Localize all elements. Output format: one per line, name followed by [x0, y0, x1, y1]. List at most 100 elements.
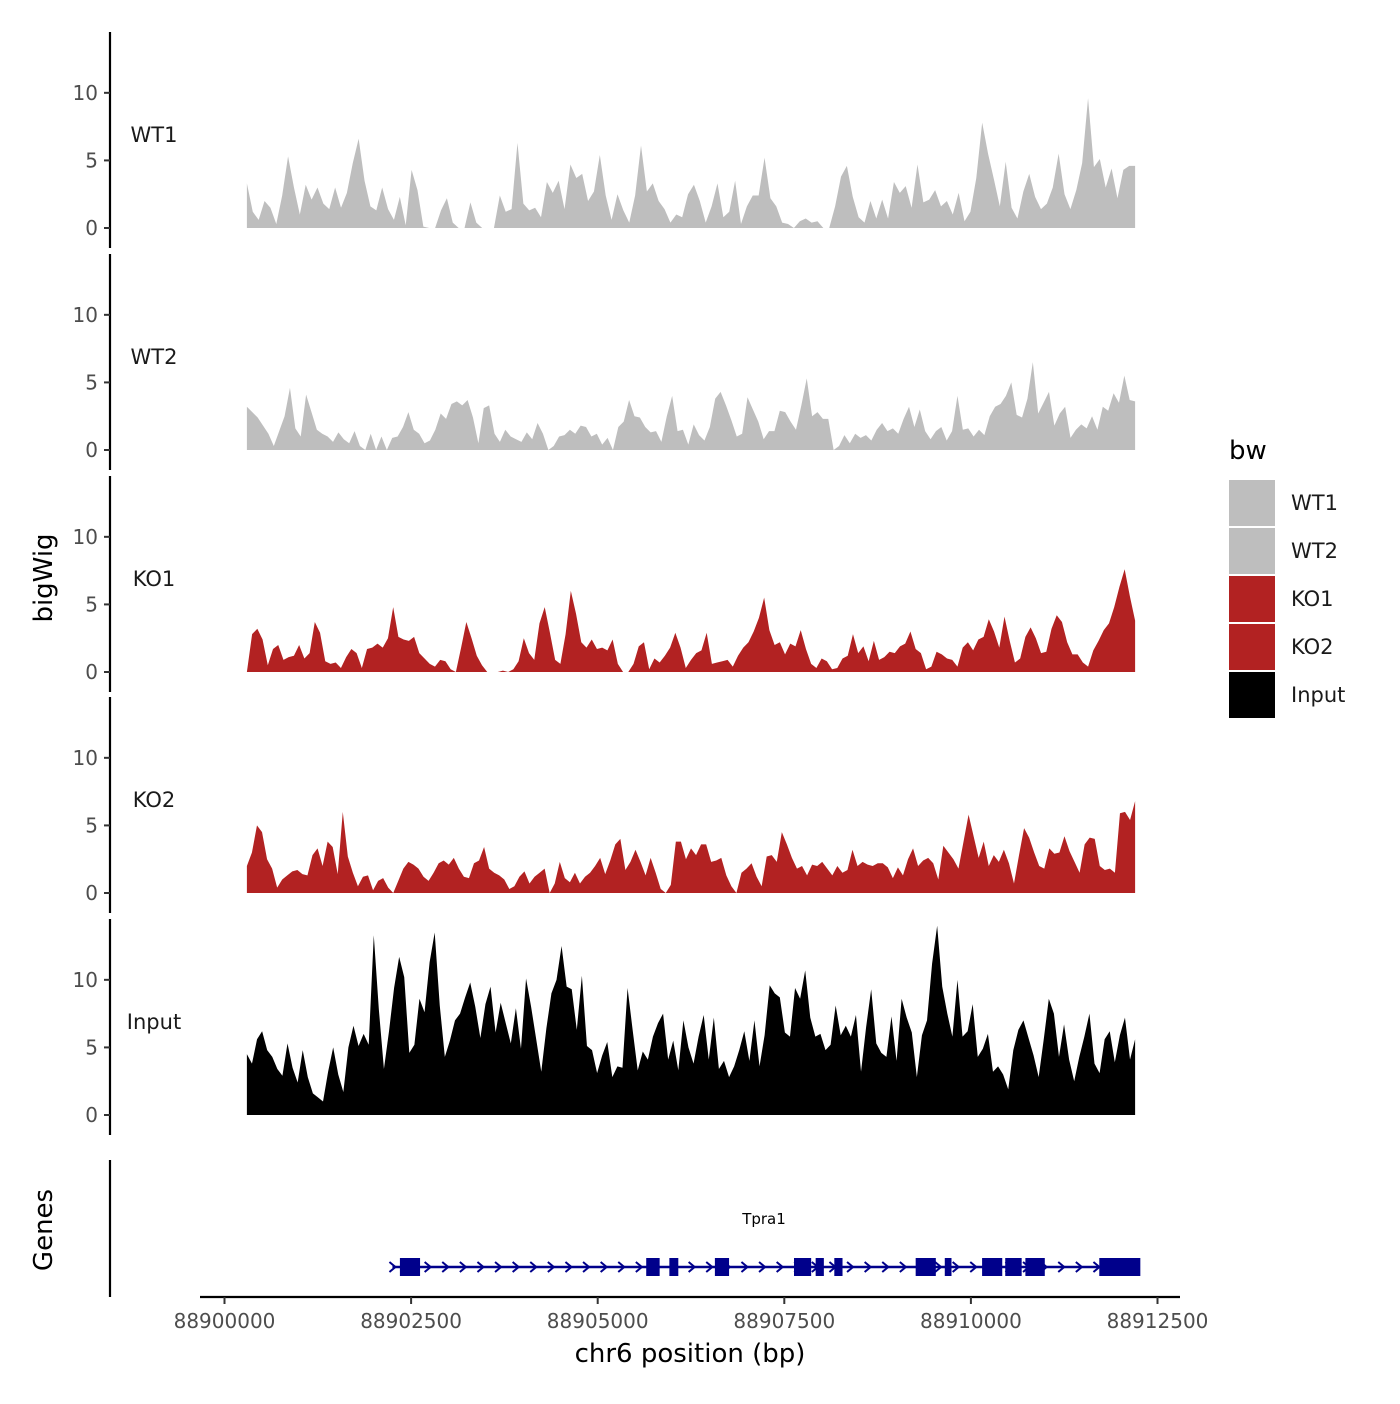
track-label-wt2: WT2: [131, 345, 178, 369]
strand-chevron: [599, 1261, 609, 1273]
y-tick-label: 0: [85, 1103, 98, 1127]
track-panel-ko2: 0 5 10 KO2: [73, 697, 1136, 913]
legend-swatch: [1229, 528, 1275, 574]
legend-entry-input: Input: [1229, 672, 1345, 718]
y-tick-label: 5: [85, 370, 98, 394]
y-tick-label: 0: [85, 881, 98, 905]
strand-chevron: [459, 1261, 468, 1273]
legend-entry-wt2: WT2: [1229, 528, 1338, 574]
strand-chevron: [1075, 1261, 1084, 1273]
gene-exon: [815, 1258, 824, 1276]
legend-label: KO2: [1291, 635, 1334, 659]
gene-exon: [669, 1258, 679, 1276]
gene-exon: [1099, 1258, 1141, 1276]
strand-chevron: [758, 1261, 767, 1273]
strand-chevron: [511, 1261, 521, 1273]
strand-chevron: [899, 1261, 908, 1273]
coverage-area-wt1: [246, 98, 1136, 228]
strand-chevron: [582, 1261, 591, 1273]
strand-chevron: [881, 1261, 890, 1273]
strand-chevron: [423, 1261, 433, 1273]
strand-chevron: [846, 1261, 855, 1273]
legend-entry-ko1: KO1: [1229, 576, 1334, 622]
x-axis: 88900000 88902500 88905000 88907500 88910000…: [174, 1295, 1209, 1333]
y-tick-label: 0: [85, 216, 98, 240]
y-tick-label: 10: [73, 303, 98, 327]
strand-chevron: [388, 1261, 398, 1273]
legend-swatch: [1229, 672, 1275, 718]
legend-label: KO1: [1291, 587, 1334, 611]
genes-axis-title: Genes: [29, 1189, 59, 1271]
y-tick-label: 10: [73, 746, 98, 770]
gene-exon: [915, 1258, 936, 1276]
legend-swatch: [1229, 576, 1275, 622]
gene-exon: [982, 1258, 1003, 1276]
coverage-area-input: [246, 925, 1136, 1115]
y-tick-label: 10: [73, 81, 98, 105]
strand-chevron: [705, 1261, 714, 1273]
legend-label: Input: [1291, 683, 1345, 707]
x-tick-label: 88905000: [547, 1309, 649, 1333]
legend: bw WT1 WT2 KO1 KO2 Input: [1229, 436, 1345, 718]
gene-exon: [1005, 1258, 1022, 1276]
gene-exon: [399, 1258, 421, 1276]
x-axis-title: chr6 position (bp): [575, 1339, 806, 1369]
coverage-area-ko1: [246, 569, 1136, 672]
x-tick-label: 88902500: [360, 1309, 462, 1333]
gene-exon: [834, 1258, 843, 1276]
y-tick-label: 0: [85, 660, 98, 684]
strand-chevron: [687, 1261, 697, 1273]
strand-chevron: [775, 1261, 785, 1273]
y-tick-label: 5: [85, 813, 98, 837]
strand-chevron: [740, 1261, 750, 1273]
strand-chevron: [547, 1261, 556, 1273]
y-tick-label: 0: [85, 438, 98, 462]
legend-entry-ko2: KO2: [1229, 624, 1334, 670]
gene-exon: [714, 1258, 730, 1276]
gene-name-label: Tpra1: [741, 1210, 786, 1228]
legend-label: WT2: [1291, 539, 1338, 563]
x-tick-label: 88907500: [733, 1309, 835, 1333]
legend-entry-wt1: WT1: [1229, 480, 1338, 526]
tracks-layer: 0 5 10 WT1 0 5 10 WT2 0 5 10 KO1 0 5 10 KO2 0 5 10 Input: [73, 32, 1136, 1135]
strand-chevron: [969, 1261, 978, 1273]
strand-chevron: [934, 1261, 943, 1273]
track-label-wt1: WT1: [131, 123, 178, 147]
track-label-input: Input: [127, 1010, 181, 1034]
track-panel-input: 0 5 10 Input: [73, 919, 1136, 1135]
y-tick-label: 5: [85, 148, 98, 172]
gene-exon: [944, 1258, 952, 1276]
track-label-ko2: KO2: [133, 788, 176, 812]
gene-exon: [794, 1258, 812, 1276]
track-label-ko1: KO1: [133, 567, 176, 591]
y-tick-label: 10: [73, 968, 98, 992]
strand-chevron: [863, 1261, 873, 1273]
gene-exon: [1025, 1258, 1045, 1276]
coverage-area-wt2: [246, 362, 1136, 450]
strand-chevron: [476, 1261, 486, 1273]
legend-label: WT1: [1291, 491, 1338, 515]
strand-chevron: [441, 1261, 450, 1273]
strand-chevron: [635, 1261, 644, 1273]
legend-swatch: [1229, 624, 1275, 670]
strand-chevron: [951, 1261, 961, 1273]
coverage-area-ko2: [246, 801, 1136, 893]
track-panel-wt1: 0 5 10 WT1: [73, 32, 1136, 248]
legend-swatch: [1229, 480, 1275, 526]
strand-chevron: [617, 1261, 626, 1273]
y-tick-label: 5: [85, 1035, 98, 1059]
gene-exon: [646, 1258, 660, 1276]
y-axis-title: bigWig: [29, 533, 59, 622]
x-tick-label: 88910000: [920, 1309, 1022, 1333]
y-tick-label: 10: [73, 525, 98, 549]
strand-chevron: [529, 1261, 538, 1273]
track-panel-wt2: 0 5 10 WT2: [73, 254, 1136, 470]
strand-chevron: [564, 1261, 574, 1273]
y-tick-label: 5: [85, 592, 98, 616]
gene-layer: Tpra1: [108, 1160, 1141, 1297]
x-tick-label: 88912500: [1107, 1309, 1209, 1333]
legend-title: bw: [1229, 436, 1267, 466]
x-tick-label: 88900000: [174, 1309, 276, 1333]
